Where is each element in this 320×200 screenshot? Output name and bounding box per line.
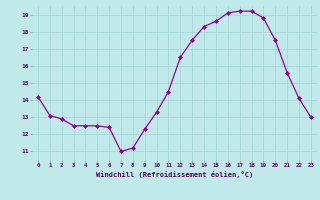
X-axis label: Windchill (Refroidissement éolien,°C): Windchill (Refroidissement éolien,°C) — [96, 171, 253, 178]
